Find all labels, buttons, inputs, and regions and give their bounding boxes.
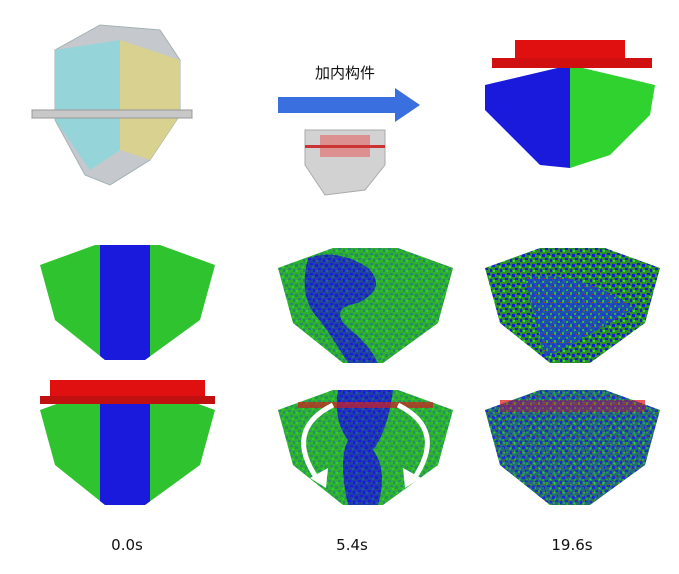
small-hopper <box>304 129 386 196</box>
hopper-with-insert <box>485 40 655 168</box>
time-label: 0.0s <box>111 536 143 554</box>
hopper-19s <box>485 248 660 363</box>
hopper-insert-19s <box>485 390 660 505</box>
hopper-insert-5s <box>278 390 453 505</box>
hopper-insert-0s <box>40 380 215 505</box>
annotation: 加内构件 <box>315 64 375 82</box>
empty-hopper <box>31 24 193 186</box>
time-label: 5.4s <box>336 536 368 554</box>
hopper-0s <box>40 245 215 360</box>
time-label: 19.6s <box>551 536 592 554</box>
arrow <box>278 88 420 122</box>
hopper-5s <box>278 248 453 363</box>
